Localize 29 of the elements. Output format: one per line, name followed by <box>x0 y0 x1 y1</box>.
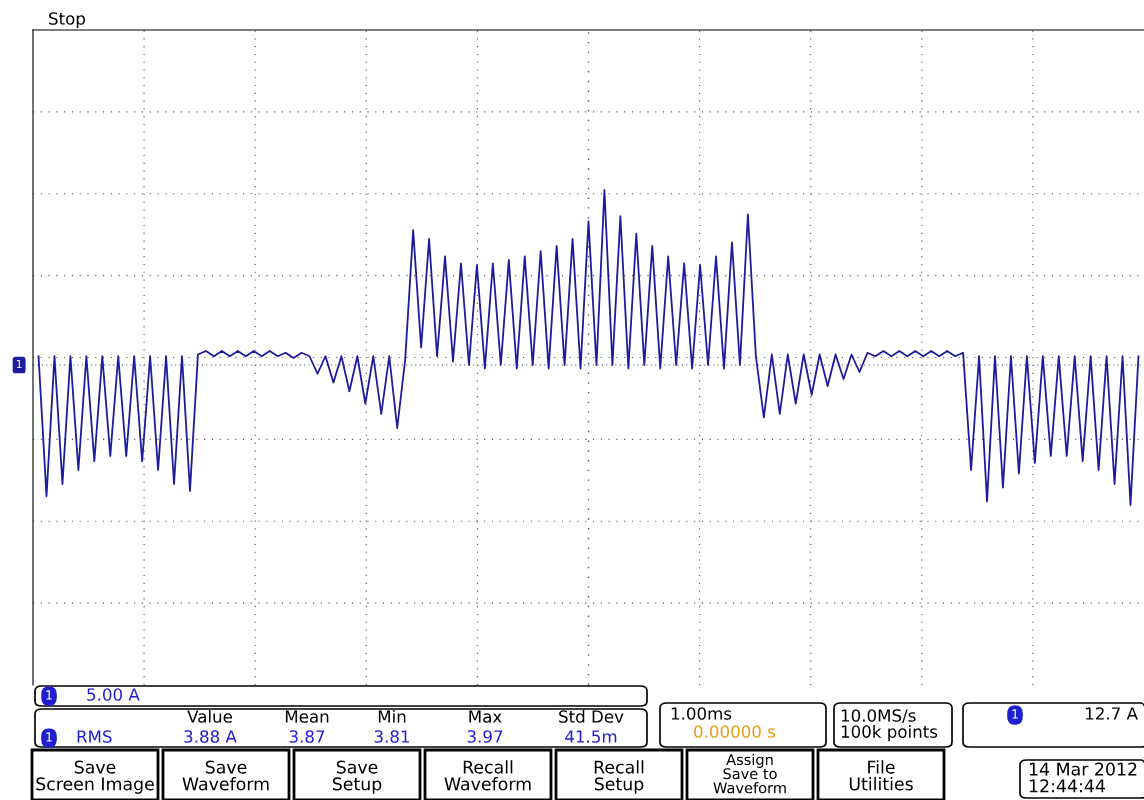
text: 3.97 <box>467 730 503 743</box>
text: Mean <box>285 710 329 723</box>
text: Recall Setup <box>594 760 644 794</box>
text: 1 <box>1012 709 1018 719</box>
text: Save Waveform <box>182 760 269 791</box>
text: 3.87 <box>289 730 325 743</box>
text: Std Dev <box>559 709 624 723</box>
text: Value <box>187 709 232 723</box>
text: 3.88 A <box>184 730 237 743</box>
text: Recall Waveform <box>444 760 531 791</box>
text: 14 Mar 2012 12:44:44 <box>1029 762 1137 793</box>
text: File Utilities <box>849 760 913 791</box>
text: 10.0MS/s 100k points <box>841 709 938 742</box>
series-label: 1 <box>16 359 22 369</box>
text: 5.00 A <box>87 688 140 701</box>
text: Max <box>469 710 502 723</box>
text: 1 <box>46 732 52 742</box>
text: 1 <box>46 690 52 700</box>
text: 41.5m <box>565 730 617 743</box>
text: 0.00000 s <box>694 725 776 738</box>
text: RMS <box>77 730 112 743</box>
text: Assign Save to Waveform <box>713 753 786 794</box>
text: 3.81 <box>374 730 410 743</box>
text: Stop <box>49 12 85 29</box>
text: Min <box>378 709 406 723</box>
text: 1.00ms <box>671 707 732 720</box>
text: Save Screen Image <box>36 760 154 794</box>
text: Save Setup <box>332 760 382 794</box>
text: 12.7 A <box>1086 707 1138 720</box>
